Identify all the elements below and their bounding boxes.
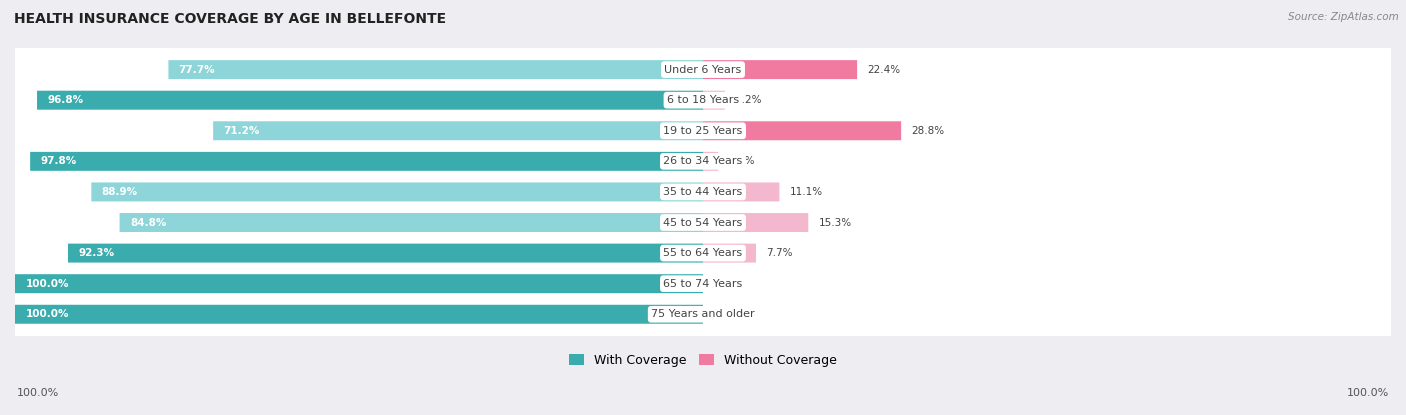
FancyBboxPatch shape	[6, 270, 1400, 359]
FancyBboxPatch shape	[6, 25, 1400, 114]
Text: 28.8%: 28.8%	[911, 126, 945, 136]
FancyBboxPatch shape	[169, 60, 703, 79]
Text: 7.7%: 7.7%	[766, 248, 793, 258]
Text: Source: ZipAtlas.com: Source: ZipAtlas.com	[1288, 12, 1399, 22]
Text: 3.2%: 3.2%	[735, 95, 762, 105]
Text: 97.8%: 97.8%	[41, 156, 77, 166]
Text: 92.3%: 92.3%	[79, 248, 114, 258]
FancyBboxPatch shape	[703, 213, 808, 232]
Text: 0.0%: 0.0%	[713, 278, 740, 289]
Text: 100.0%: 100.0%	[1347, 388, 1389, 398]
Text: 19 to 25 Years: 19 to 25 Years	[664, 126, 742, 136]
Text: HEALTH INSURANCE COVERAGE BY AGE IN BELLEFONTE: HEALTH INSURANCE COVERAGE BY AGE IN BELL…	[14, 12, 446, 27]
Text: 77.7%: 77.7%	[179, 65, 215, 75]
Text: 22.4%: 22.4%	[868, 65, 901, 75]
Text: 55 to 64 Years: 55 to 64 Years	[664, 248, 742, 258]
FancyBboxPatch shape	[67, 244, 703, 263]
Text: 96.8%: 96.8%	[48, 95, 83, 105]
Text: 2.2%: 2.2%	[728, 156, 755, 166]
Text: 15.3%: 15.3%	[818, 217, 852, 227]
Text: 88.9%: 88.9%	[101, 187, 138, 197]
FancyBboxPatch shape	[6, 117, 1400, 206]
FancyBboxPatch shape	[15, 274, 703, 293]
Text: 100.0%: 100.0%	[25, 309, 69, 319]
FancyBboxPatch shape	[703, 60, 858, 79]
FancyBboxPatch shape	[703, 121, 901, 140]
FancyBboxPatch shape	[120, 213, 703, 232]
Text: 45 to 54 Years: 45 to 54 Years	[664, 217, 742, 227]
Text: 11.1%: 11.1%	[790, 187, 823, 197]
Text: 0.0%: 0.0%	[713, 309, 740, 319]
FancyBboxPatch shape	[6, 239, 1400, 328]
FancyBboxPatch shape	[703, 244, 756, 263]
Text: 65 to 74 Years: 65 to 74 Years	[664, 278, 742, 289]
FancyBboxPatch shape	[214, 121, 703, 140]
Text: Under 6 Years: Under 6 Years	[665, 65, 741, 75]
FancyBboxPatch shape	[30, 152, 703, 171]
FancyBboxPatch shape	[703, 183, 779, 201]
Text: 100.0%: 100.0%	[17, 388, 59, 398]
Text: 35 to 44 Years: 35 to 44 Years	[664, 187, 742, 197]
FancyBboxPatch shape	[91, 183, 703, 201]
Text: 75 Years and older: 75 Years and older	[651, 309, 755, 319]
FancyBboxPatch shape	[703, 152, 718, 171]
Text: 84.8%: 84.8%	[129, 217, 166, 227]
FancyBboxPatch shape	[703, 91, 725, 110]
Text: 6 to 18 Years: 6 to 18 Years	[666, 95, 740, 105]
FancyBboxPatch shape	[6, 209, 1400, 298]
Text: 100.0%: 100.0%	[25, 278, 69, 289]
FancyBboxPatch shape	[37, 91, 703, 110]
FancyBboxPatch shape	[6, 148, 1400, 236]
Legend: With Coverage, Without Coverage: With Coverage, Without Coverage	[569, 354, 837, 367]
FancyBboxPatch shape	[6, 86, 1400, 175]
FancyBboxPatch shape	[15, 305, 703, 324]
FancyBboxPatch shape	[6, 56, 1400, 144]
FancyBboxPatch shape	[6, 178, 1400, 267]
Text: 26 to 34 Years: 26 to 34 Years	[664, 156, 742, 166]
Text: 71.2%: 71.2%	[224, 126, 260, 136]
